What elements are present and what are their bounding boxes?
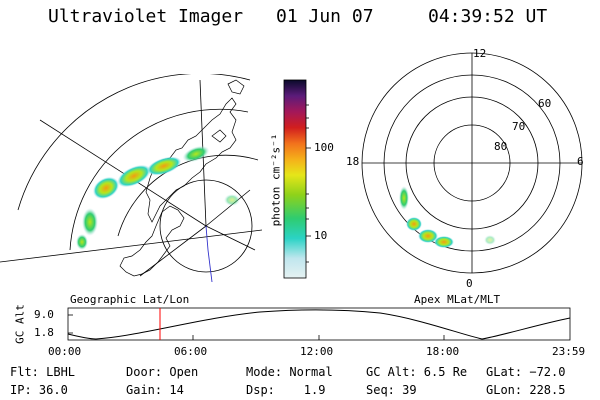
colorbar-tick-10: 10 [314,229,328,242]
lat-label-80: 80 [494,140,508,153]
meridian-line [205,225,256,251]
altitude-xtick-0600: 06:00 [174,345,208,358]
flight-filter: Flt: LBHL [10,365,76,379]
coastline [227,79,245,95]
coastline [119,205,185,277]
meridian-line [0,229,262,263]
geo-longitude: GLon: 228.5 [486,383,566,397]
latitude-arc-inner [69,108,249,251]
ip-value: IP: 36.0 [10,383,68,397]
colorbar-tick-100: 100 [314,141,334,154]
gc-altitude: GC Alt: 6.5 Re [366,365,468,379]
meridian-line [139,225,207,277]
geo-latitude: GLat: −72.0 [486,365,566,379]
mlt-label-6: 6 [577,155,584,168]
mlt-label-12: 12 [473,47,487,60]
latitude-arc-outer [17,74,251,211]
gain-value: Gain: 14 [126,383,184,397]
altitude-xtick-2359: 23:59 [552,345,586,358]
satellite-view-circle [159,179,253,273]
altitude-ytick-9: 9.0 [34,308,54,321]
aurora-emission-geo [76,145,240,250]
mode-status: Mode: Normal [246,365,333,379]
altitude-ylabel: GC Alt [13,304,27,344]
polar-panel-caption: Apex MLat/MLT [414,293,501,306]
lat-label-60: 60 [538,97,552,110]
altitude-ytick-1-8: 1.8 [34,326,54,339]
altitude-xtick-0000: 00:00 [48,345,82,358]
lat-label-70: 70 [512,120,526,133]
coastline [211,129,227,143]
aurora-emission-polar [399,186,496,248]
altitude-curve [67,309,571,340]
altitude-xtick-1800: 18:00 [426,345,460,358]
blue-meridian [205,225,213,282]
polar-grid [361,52,583,274]
mlt-label-0: 0 [466,277,473,290]
meridian-line [205,189,251,227]
colorbar [283,79,307,279]
coastline [145,97,237,223]
time-label: 04:39:52 UT [428,6,548,27]
geo-panel-caption: Geographic Lat/Lon [70,293,190,306]
dsp-value: Dsp: 1.9 [246,383,326,397]
instrument-title: Ultraviolet Imager [48,6,244,27]
colorbar-unit-label: photon cm⁻²s⁻¹ [269,133,283,227]
date-label: 01 Jun 07 [276,6,374,27]
sequence-number: Seq: 39 [366,383,417,397]
colorbar-ticks [306,104,311,263]
door-status: Door: Open [126,365,199,379]
altitude-xtick-1200: 12:00 [300,345,334,358]
mlt-label-18: 18 [346,155,360,168]
altitude-plot-ticks [68,314,445,340]
